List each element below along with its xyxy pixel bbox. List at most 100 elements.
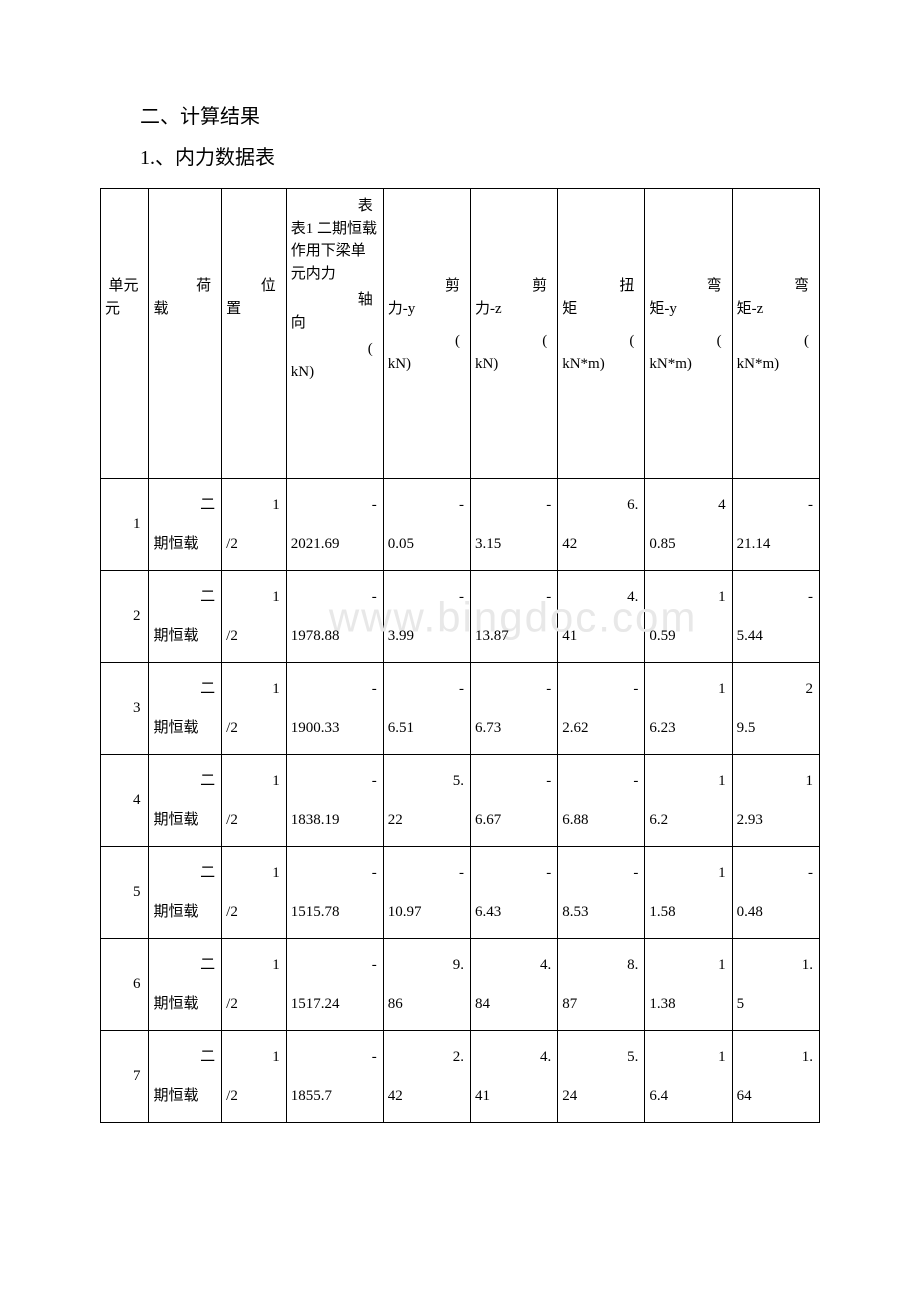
header-unit: kN*m) xyxy=(562,353,605,376)
table-row: 4二期恒载1/2-1838.195.22-6.67-6.8816.212.93 xyxy=(101,755,820,847)
cell-position-bottom: /2 xyxy=(226,625,282,648)
cell-load-top: 二 xyxy=(153,770,217,793)
cell-axial: -1515.78 xyxy=(286,847,383,939)
header-label-bottom: 向 xyxy=(291,312,379,335)
cell-shear-y-top: 9. xyxy=(388,954,466,977)
cell-moment-z-top: - xyxy=(737,586,815,609)
col-header-position: 位 置 xyxy=(222,189,287,479)
cell-load-bottom: 期恒载 xyxy=(153,533,217,556)
header-unit: kN*m) xyxy=(649,353,692,376)
cell-torque: 8.87 xyxy=(558,939,645,1031)
cell-torque-bottom: 24 xyxy=(562,1085,640,1108)
cell-position: 1/2 xyxy=(222,571,287,663)
cell-unit: 1 xyxy=(101,479,149,571)
cell-axial-bottom: 1515.78 xyxy=(291,901,379,924)
cell-moment-z: - 0.48 xyxy=(732,847,819,939)
table-caption-part1: 表 xyxy=(291,195,379,218)
cell-torque-bottom: 2.62 xyxy=(562,717,640,740)
cell-load-top: 二 xyxy=(153,586,217,609)
cell-shear-z-bottom: 3.15 xyxy=(475,533,553,556)
cell-moment-y-bottom: 6.2 xyxy=(649,809,727,832)
header-label: 剪 xyxy=(532,275,553,298)
cell-moment-z: 29.5 xyxy=(732,663,819,755)
cell-position-top: 1 xyxy=(226,494,282,517)
cell-moment-y-top: 1 xyxy=(649,1046,727,1069)
header-label-bottom: 力-z xyxy=(475,298,502,321)
cell-shear-y: -0.05 xyxy=(383,479,470,571)
table-row: 3二期恒载1/2-1900.33-6.51-6.73-2.6216.2329.5 xyxy=(101,663,820,755)
cell-position: 1/2 xyxy=(222,1031,287,1123)
cell-load-top: 二 xyxy=(153,954,217,977)
cell-shear-z-top: - xyxy=(475,678,553,701)
cell-shear-y: 5.22 xyxy=(383,755,470,847)
cell-moment-z-top: 1. xyxy=(737,1046,815,1069)
cell-position-top: 1 xyxy=(226,678,282,701)
cell-load: 二期恒载 xyxy=(149,479,222,571)
cell-torque-top: - xyxy=(562,862,640,885)
cell-axial: -2021.69 xyxy=(286,479,383,571)
col-header-axial: 表 表1 二期恒载作用下梁单元内力 轴 向 ( kN) xyxy=(286,189,383,479)
cell-moment-z-bottom: 64 xyxy=(737,1085,815,1108)
cell-shear-y: -6.51 xyxy=(383,663,470,755)
cell-shear-z: -6.67 xyxy=(470,755,557,847)
cell-torque: -6.88 xyxy=(558,755,645,847)
table-row: 5二期恒载1/2-1515.78-10.97-6.43-8.5311.58-0.… xyxy=(101,847,820,939)
cell-shear-y-top: - xyxy=(388,678,466,701)
cell-unit: 6 xyxy=(101,939,149,1031)
header-label-bottom: 载 xyxy=(153,298,168,321)
header-label: 荷 xyxy=(196,275,217,298)
cell-axial: -1517.24 xyxy=(286,939,383,1031)
cell-position-bottom: /2 xyxy=(226,533,282,556)
cell-shear-y: 2.42 xyxy=(383,1031,470,1123)
cell-load: 二期恒载 xyxy=(149,939,222,1031)
col-header-shear-z: 剪 力-z ( kN) xyxy=(470,189,557,479)
col-header-shear-y: 剪 力-y ( kN) xyxy=(383,189,470,479)
cell-torque: 5.24 xyxy=(558,1031,645,1123)
header-unit-paren: ( xyxy=(291,338,379,361)
cell-unit: 4 xyxy=(101,755,149,847)
cell-load: 二期恒载 xyxy=(149,847,222,939)
cell-position: 1/2 xyxy=(222,755,287,847)
header-label-bottom: 矩 xyxy=(562,298,577,321)
cell-moment-z-top: - xyxy=(737,862,815,885)
cell-torque-top: 8. xyxy=(562,954,640,977)
cell-moment-y-top: 1 xyxy=(649,862,727,885)
cell-torque: -2.62 xyxy=(558,663,645,755)
col-header-moment-z: 弯 矩-z ( kN*m) xyxy=(732,189,819,479)
cell-unit: 3 xyxy=(101,663,149,755)
cell-shear-z: 4.41 xyxy=(470,1031,557,1123)
cell-shear-y-bottom: 0.05 xyxy=(388,533,466,556)
cell-axial: -1838.19 xyxy=(286,755,383,847)
cell-position: 1/2 xyxy=(222,847,287,939)
cell-load-top: 二 xyxy=(153,862,217,885)
cell-moment-z: 1.5 xyxy=(732,939,819,1031)
cell-shear-z-top: 4. xyxy=(475,954,553,977)
cell-position-bottom: /2 xyxy=(226,993,282,1016)
subsection-heading: 1.、内力数据表 xyxy=(100,141,820,170)
cell-axial-bottom: 1855.7 xyxy=(291,1085,379,1108)
data-table: 单元 元 荷 载 位 置 xyxy=(100,188,820,1123)
cell-load-top: 二 xyxy=(153,1046,217,1069)
cell-shear-y: - 10.97 xyxy=(383,847,470,939)
cell-shear-z-bottom: 6.73 xyxy=(475,717,553,740)
cell-moment-y-top: 4 xyxy=(649,494,727,517)
cell-moment-y-bottom: 0.85 xyxy=(649,533,727,556)
cell-position-bottom: /2 xyxy=(226,1085,282,1108)
header-unit-paren: ( xyxy=(804,330,815,353)
cell-shear-y-top: 5. xyxy=(388,770,466,793)
cell-axial: -1978.88 xyxy=(286,571,383,663)
cell-position-bottom: /2 xyxy=(226,717,282,740)
cell-moment-y: 10.59 xyxy=(645,571,732,663)
cell-unit: 5 xyxy=(101,847,149,939)
cell-moment-y-top: 1 xyxy=(649,954,727,977)
cell-moment-z-top: 1 xyxy=(737,770,815,793)
cell-shear-y-top: - xyxy=(388,862,466,885)
cell-shear-y-bottom: 10.97 xyxy=(388,901,466,924)
section-heading: 二、计算结果 xyxy=(100,100,820,129)
cell-torque-top: 4. xyxy=(562,586,640,609)
cell-moment-z-bottom: 0.48 xyxy=(737,901,815,924)
header-label: 单元 xyxy=(108,275,144,298)
cell-axial-top: - xyxy=(291,1046,379,1069)
cell-moment-z-bottom: 9.5 xyxy=(737,717,815,740)
cell-position-top: 1 xyxy=(226,770,282,793)
